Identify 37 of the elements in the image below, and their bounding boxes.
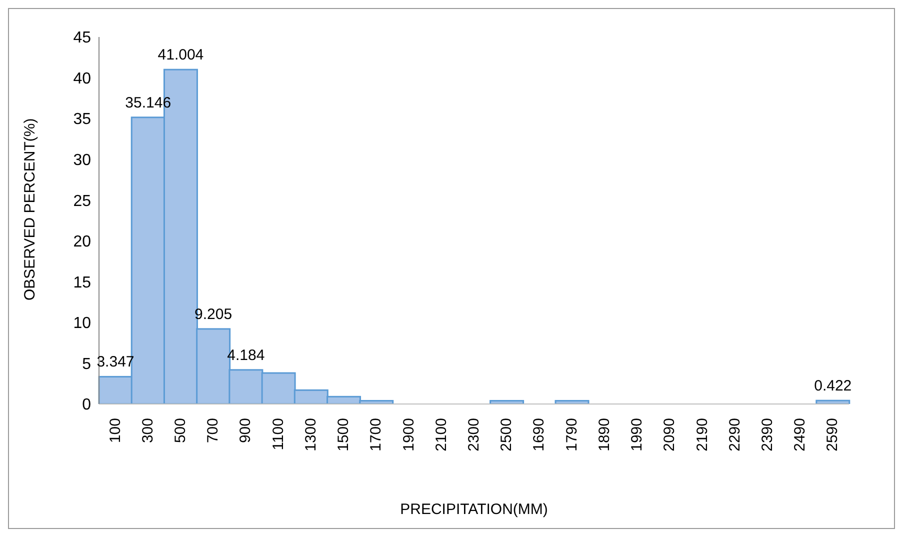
y-tick-label: 35 [73, 111, 92, 128]
y-tick-label: 25 [73, 192, 92, 210]
x-tick-label: 2590 [824, 418, 842, 452]
x-tick-label: 2490 [792, 418, 809, 452]
y-tick-label: 20 [73, 234, 92, 251]
x-tick-label: 1300 [302, 418, 320, 452]
x-tick-label: 2300 [466, 418, 482, 452]
x-tick-label: 2390 [758, 418, 776, 452]
x-tick-label: 100 [106, 418, 124, 444]
x-tick-label: 2190 [694, 418, 711, 452]
x-tick-label: 1500 [335, 418, 352, 452]
x-tick-label: 2500 [498, 418, 516, 452]
x-tick-label: 1100 [270, 418, 287, 450]
y-tick-label: 10 [73, 315, 92, 332]
y-tick-label: 40 [73, 70, 92, 88]
x-tick-label: 2290 [726, 418, 744, 452]
x-tick-label: 1900 [400, 418, 418, 452]
y-tick-label: 5 [82, 356, 92, 373]
data-label: 0.422 [814, 378, 852, 395]
x-tick-label: 2090 [661, 418, 678, 452]
x-tick-label: 1990 [628, 418, 646, 452]
x-tick-label: 1700 [368, 418, 385, 452]
x-tick-label: 1790 [563, 418, 580, 452]
x-tick-label: 300 [139, 418, 156, 444]
y-tick-label: 0 [82, 396, 92, 414]
x-tick-label: 1690 [530, 418, 548, 452]
x-tick-label: 700 [204, 418, 222, 444]
y-axis-title: OBSERVED PERCENT(%) [21, 118, 38, 300]
x-axis-title: PRECIPITATION(MM) [400, 501, 548, 518]
y-tick-label: 15 [73, 274, 92, 292]
x-tick-label: 2100 [432, 418, 450, 452]
x-tick-label: 500 [172, 418, 190, 444]
data-label: 41.004 [158, 46, 204, 64]
x-tick-label: 900 [237, 418, 254, 444]
y-tick-label: 30 [73, 152, 92, 170]
x-tick-label: 1890 [596, 418, 613, 452]
y-tick-label: 45 [73, 30, 92, 47]
